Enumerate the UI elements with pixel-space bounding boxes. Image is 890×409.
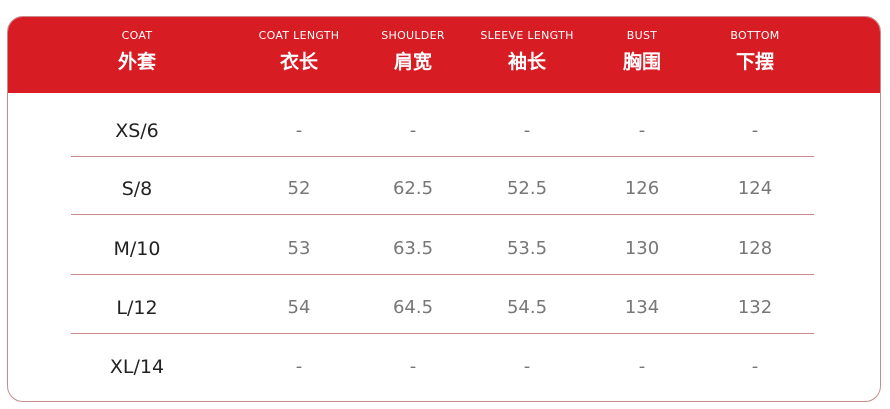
column-header-zh: 袖长 [507, 51, 546, 73]
column-header: SLEEVE LENGTH 袖长 [457, 29, 597, 74]
row-divider [71, 156, 814, 157]
table-cell: 54 [287, 297, 311, 318]
column-header-en: COAT LENGTH [258, 29, 340, 42]
row-divider [71, 333, 814, 334]
row-divider [71, 274, 814, 275]
column-header-zh: 肩宽 [393, 51, 432, 73]
table-cell: 53 [287, 238, 311, 259]
table-cell: - [409, 120, 417, 141]
size-label: L/12 [116, 297, 158, 319]
table-cell: 62.5 [392, 178, 434, 199]
table-cell: - [638, 120, 646, 141]
table-cell: 53.5 [506, 238, 548, 259]
column-header: COAT 外套 [67, 29, 207, 74]
column-header-en: COAT [121, 29, 153, 42]
column-header: SHOULDER 肩宽 [343, 29, 483, 74]
table-row: XS/6 - - - - - [8, 101, 880, 161]
table-row: S/8 52 62.5 52.5 126 124 [8, 159, 880, 219]
table-row: XL/14 - - - - - [8, 337, 880, 397]
table-cell: 126 [624, 178, 660, 199]
column-header: COAT LENGTH 衣长 [229, 29, 369, 74]
table-cell: 64.5 [392, 297, 434, 318]
column-header-en: SLEEVE LENGTH [480, 29, 574, 42]
table-cell: 128 [737, 238, 773, 259]
table-cell: 52 [287, 178, 311, 199]
row-divider [71, 214, 814, 215]
column-header-en: BUST [626, 29, 658, 42]
table-cell: 63.5 [392, 238, 434, 259]
table-cell: 132 [737, 297, 773, 318]
column-header-zh: 衣长 [279, 51, 318, 73]
column-header-en: SHOULDER [381, 29, 445, 42]
table-cell: 52.5 [506, 178, 548, 199]
size-label: XL/14 [109, 356, 165, 378]
table-cell: - [751, 120, 759, 141]
column-header-zh: 胸围 [622, 51, 661, 73]
table-cell: - [638, 356, 646, 377]
table-cell: - [751, 356, 759, 377]
table-cell: 130 [624, 238, 660, 259]
size-label: M/10 [113, 238, 161, 260]
size-label: S/8 [121, 178, 153, 200]
table-cell: 134 [624, 297, 660, 318]
table-row: M/10 53 63.5 53.5 130 128 [8, 219, 880, 279]
size-label: XS/6 [115, 120, 159, 142]
column-header-zh: 下摆 [735, 51, 774, 73]
table-cell: 54.5 [506, 297, 548, 318]
table-cell: - [295, 120, 303, 141]
column-header: BUST 胸围 [572, 29, 712, 74]
table-row: L/12 54 64.5 54.5 134 132 [8, 278, 880, 338]
size-chart: COAT 外套 COAT LENGTH 衣长 SHOULDER 肩宽 SLEEVE LENG… [7, 16, 881, 402]
table-cell: - [523, 120, 531, 141]
table-cell: 124 [737, 178, 773, 199]
column-header-zh: 外套 [117, 51, 156, 73]
table-cell: - [523, 356, 531, 377]
column-header-en: BOTTOM [730, 29, 780, 42]
table-header: COAT 外套 COAT LENGTH 衣长 SHOULDER 肩宽 SLEEVE LENG… [8, 17, 880, 93]
table-cell: - [409, 356, 417, 377]
table-cell: - [295, 356, 303, 377]
column-header: BOTTOM 下摆 [685, 29, 825, 74]
